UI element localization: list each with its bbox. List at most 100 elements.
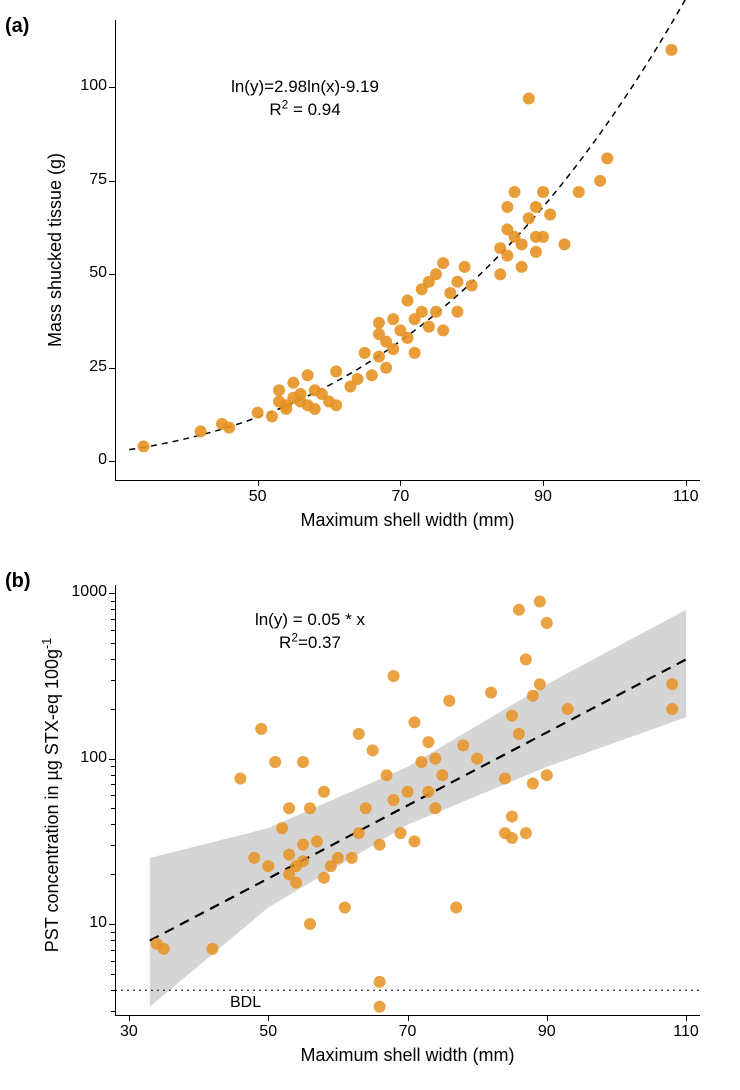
y-minor-tick (111, 775, 115, 776)
y-minor-tick (111, 709, 115, 710)
data-point (352, 373, 364, 385)
data-point (544, 208, 556, 220)
figure-container: (a)5070901100255075100Maximum shell widt… (0, 0, 740, 1090)
y-minor-tick (111, 961, 115, 962)
data-point (541, 617, 553, 629)
x-tick (258, 480, 259, 486)
data-point (309, 403, 321, 415)
data-point (429, 753, 441, 765)
data-point (262, 860, 274, 872)
x-tick (543, 480, 544, 486)
y-minor-tick (111, 824, 115, 825)
data-point (501, 201, 513, 213)
y-tick-label: 0 (65, 451, 107, 469)
x-tick (686, 480, 687, 486)
x-tick (400, 480, 401, 486)
data-point (530, 201, 542, 213)
y-axis-line (115, 20, 116, 480)
y-minor-tick (111, 680, 115, 681)
y-axis-title: Mass shucked tissue (g) (45, 150, 66, 350)
eq-line2: R2 = 0.94 (269, 100, 340, 119)
eq-line1: ln(y)=2.98ln(x)-9.19 (231, 77, 379, 96)
data-point (318, 786, 330, 798)
y-axis-title: PST concentration in µg STX-eq 100g-1 (40, 620, 63, 970)
data-point (276, 822, 288, 834)
data-point (499, 773, 511, 785)
panel-a-equation: ln(y)=2.98ln(x)-9.19 R2 = 0.94 (185, 77, 425, 120)
y-tick (109, 759, 115, 760)
data-point (527, 777, 539, 789)
y-tick (109, 461, 115, 462)
data-point (302, 369, 314, 381)
x-tick-label: 90 (528, 488, 558, 506)
data-point (297, 855, 309, 867)
data-point (430, 268, 442, 280)
data-point (429, 802, 441, 814)
data-point (422, 736, 434, 748)
data-point (485, 687, 497, 699)
y-minor-tick (111, 808, 115, 809)
data-point (366, 369, 378, 381)
data-point (381, 769, 393, 781)
data-point (373, 317, 385, 329)
data-point (437, 257, 449, 269)
data-point (450, 902, 462, 914)
x-tick-label: 30 (111, 1023, 147, 1041)
data-point (562, 703, 574, 715)
data-point (437, 324, 449, 336)
data-point (402, 332, 414, 344)
panel-b-label: (b) (5, 570, 31, 593)
y-minor-tick (111, 609, 115, 610)
x-tick-label: 110 (671, 488, 701, 506)
data-point (311, 835, 323, 847)
y-minor-tick (111, 766, 115, 767)
y-tick-label: 25 (65, 358, 107, 376)
data-point (266, 410, 278, 422)
y-minor-tick (111, 784, 115, 785)
x-tick-label: 90 (529, 1023, 565, 1041)
data-point (416, 306, 428, 318)
data-point (601, 152, 613, 164)
y-tick (109, 87, 115, 88)
data-point (158, 943, 170, 955)
data-point (304, 918, 316, 930)
data-point (346, 852, 358, 864)
x-tick (686, 1015, 687, 1021)
data-point (353, 728, 365, 740)
data-point (138, 440, 150, 452)
data-point (367, 744, 379, 756)
data-point (297, 756, 309, 768)
data-point (457, 739, 469, 751)
data-point (537, 231, 549, 243)
data-point (415, 756, 427, 768)
data-point (537, 186, 549, 198)
data-point (353, 827, 365, 839)
y-minor-tick (111, 1011, 115, 1012)
data-point (252, 407, 264, 419)
y-minor-tick (111, 990, 115, 991)
x-tick-label: 50 (250, 1023, 286, 1041)
data-point (273, 384, 285, 396)
data-point (513, 728, 525, 740)
fit-curve (129, 0, 685, 450)
x-axis-title: Maximum shell width (mm) (115, 1045, 700, 1066)
data-point (494, 268, 506, 280)
data-point (409, 347, 421, 359)
data-point (207, 943, 219, 955)
data-point (373, 351, 385, 363)
data-point (513, 604, 525, 616)
y-tick (109, 274, 115, 275)
data-point (223, 422, 235, 434)
data-point (516, 238, 528, 250)
x-tick-label: 110 (668, 1023, 704, 1041)
y-axis-line (115, 585, 116, 1015)
data-point (330, 399, 342, 411)
data-point (444, 287, 456, 299)
data-point (234, 773, 246, 785)
data-point (541, 769, 553, 781)
data-point (304, 802, 316, 814)
data-point (523, 212, 535, 224)
data-point (523, 93, 535, 105)
data-point (388, 794, 400, 806)
data-point (527, 690, 539, 702)
